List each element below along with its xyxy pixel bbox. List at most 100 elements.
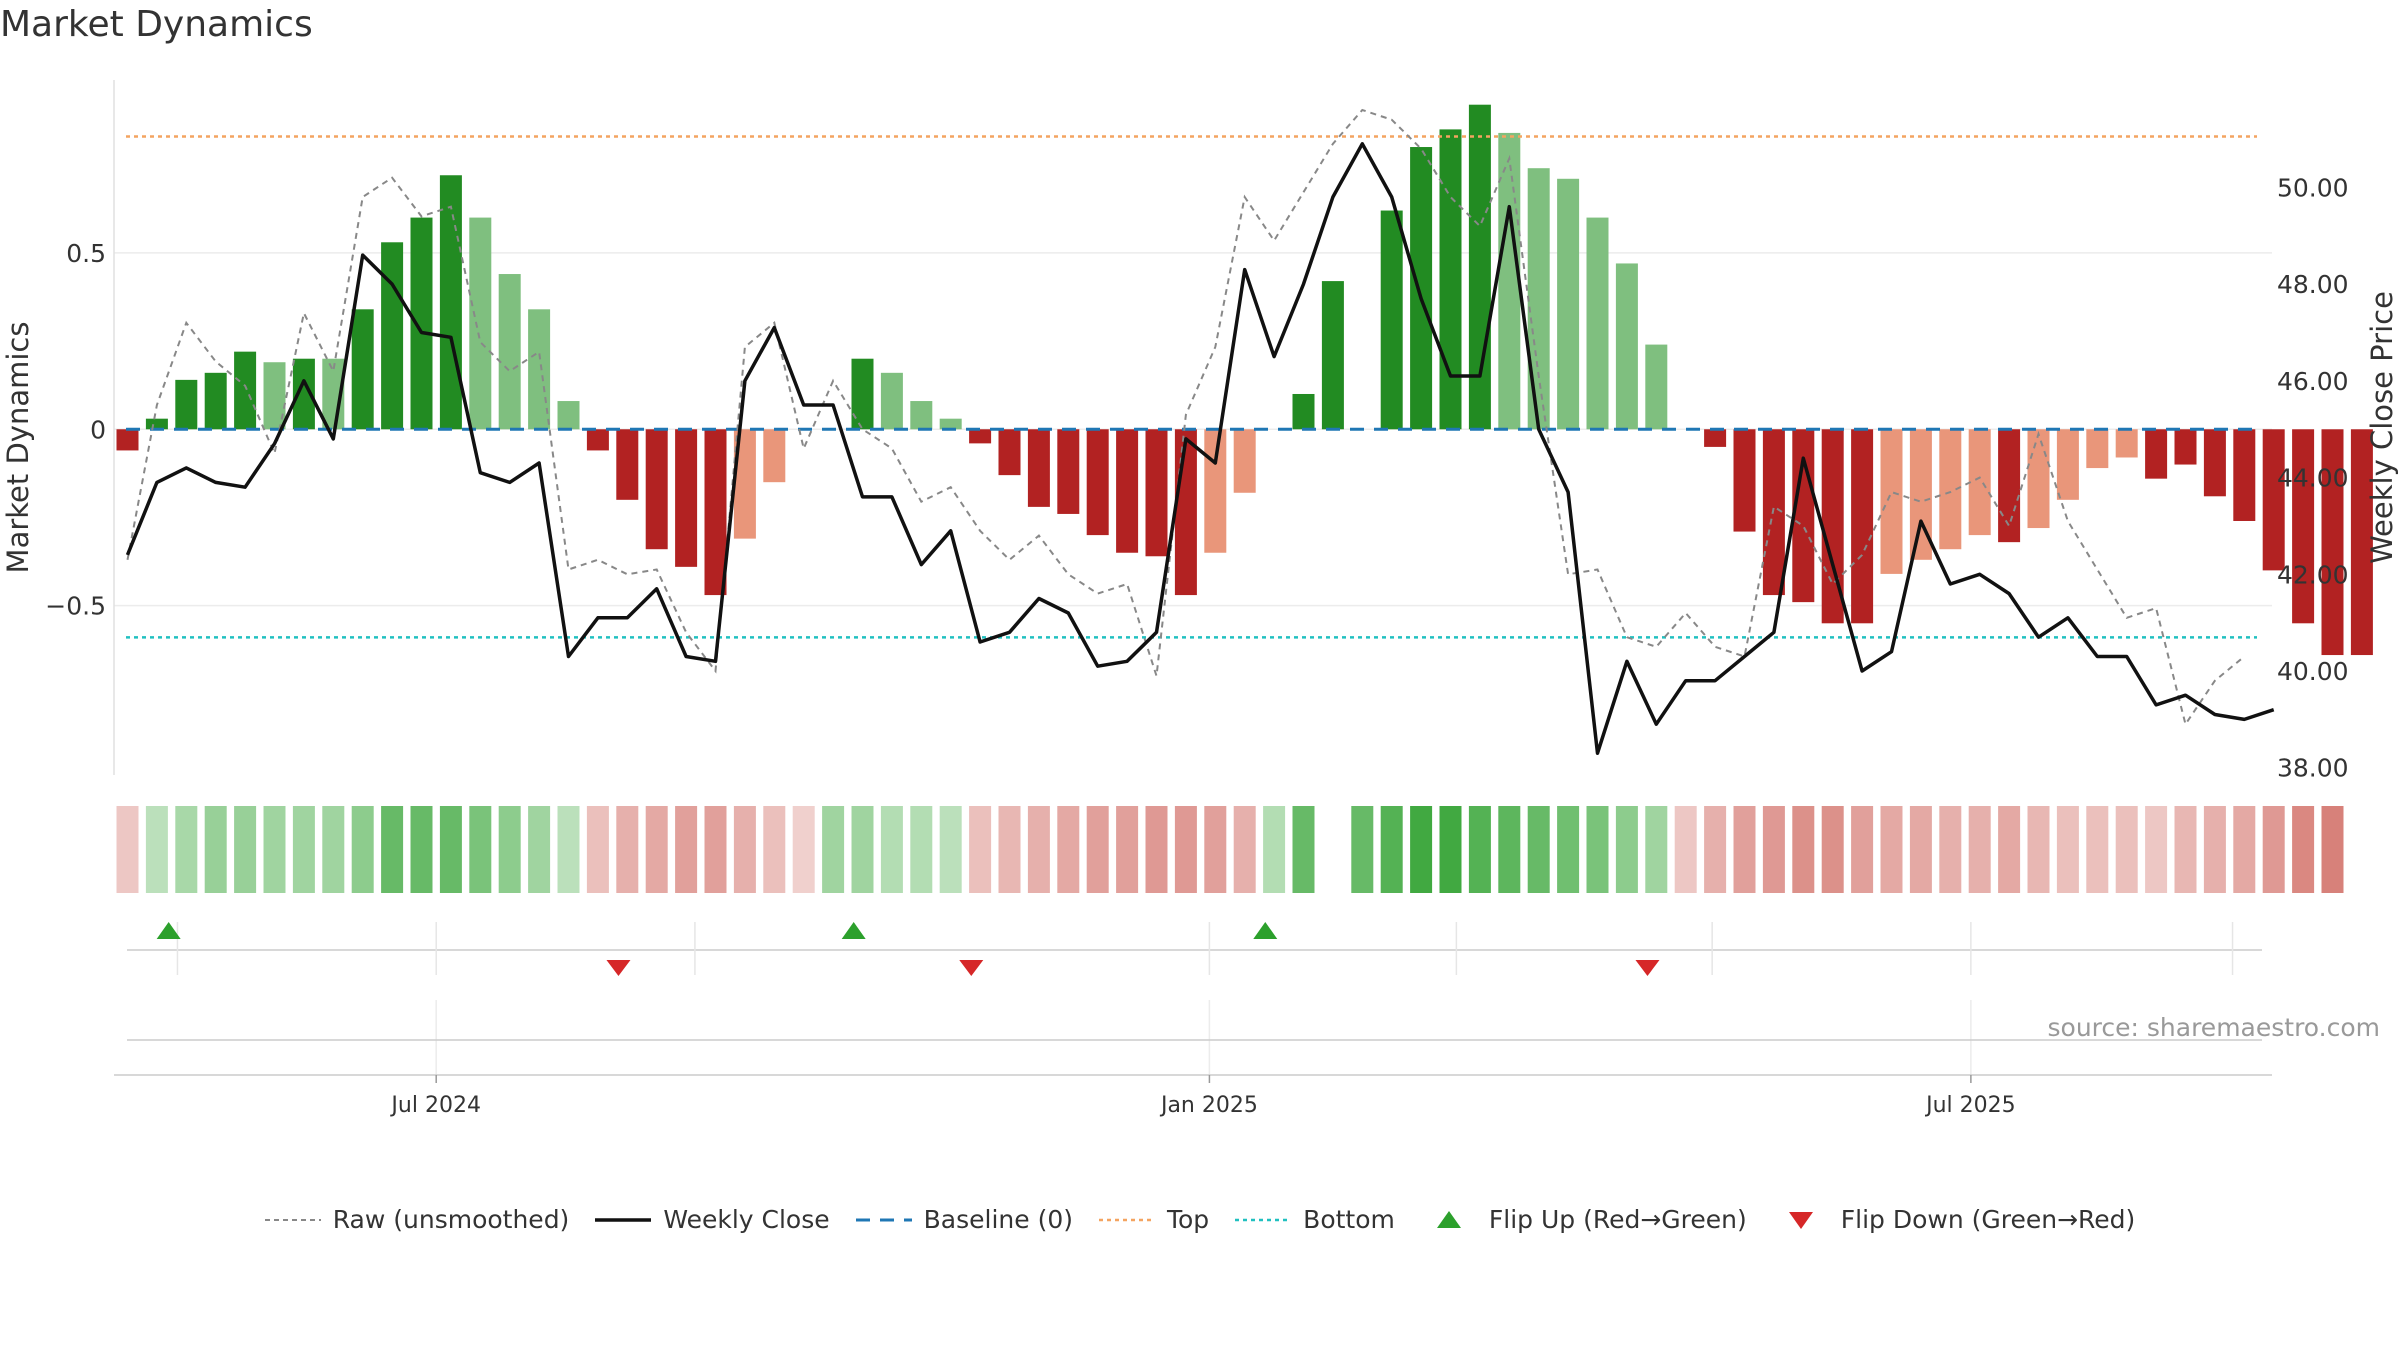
heat-cell (1674, 806, 1697, 893)
heat-cell (322, 806, 345, 893)
flip-down-marker (1635, 960, 1660, 976)
heat-cell (792, 806, 815, 893)
raw-series (126, 108, 2245, 727)
legend-item-baseline: Baseline (0) (855, 1205, 1073, 1234)
legend-label: Weekly Close (663, 1205, 830, 1234)
heat-cell (145, 806, 168, 893)
heat-cell (557, 806, 580, 893)
y2-tick-label: 44.00 (2277, 464, 2349, 493)
heat-cell (1527, 806, 1550, 893)
dynamics-bar (2262, 429, 2285, 571)
dynamics-bar (1615, 263, 1638, 430)
heat-cell (175, 806, 198, 893)
legend-swatch (264, 1218, 321, 1221)
dynamics-bar (1174, 429, 1197, 596)
legend-swatch (1788, 1211, 1813, 1229)
dynamics-bar (733, 429, 756, 539)
y-tick-label: 0.5 (66, 239, 106, 268)
heat-cell (1821, 806, 1844, 893)
dynamics-bar (1086, 429, 1109, 536)
heat-cell (1233, 806, 1256, 893)
heat-cell (1792, 806, 1815, 893)
heat-cell (1380, 806, 1403, 893)
weekly-close-line (125, 142, 2275, 755)
dynamics-bar (292, 358, 315, 430)
heat-cell (586, 806, 609, 893)
dynamics-bar (1057, 429, 1080, 514)
heat-cell (351, 806, 374, 893)
dynamics-bar (2086, 429, 2109, 469)
y2-axis-title: Weekly Close Price (2365, 291, 2399, 564)
dynamics-bar (1116, 429, 1139, 553)
legend-label: Raw (unsmoothed) (332, 1205, 570, 1234)
heat-cell (763, 806, 786, 893)
dynamics-bar (439, 175, 462, 430)
heat-cell (1909, 806, 1932, 893)
heat-cell (1704, 806, 1727, 893)
dynamics-bar (2292, 429, 2315, 624)
flip-down-marker (606, 960, 631, 976)
dynamics-bar (498, 274, 521, 430)
source-label: source: sharemaestro.com (2047, 1013, 2381, 1042)
heat-cell (1263, 806, 1286, 893)
dynamics-bar (469, 217, 492, 430)
y2-tick-label: 38.00 (2277, 754, 2349, 783)
y2-tick-label: 50.00 (2277, 173, 2349, 202)
heat-cell (1468, 806, 1491, 893)
legend-swatch (595, 1217, 652, 1222)
dynamics-bar (1204, 429, 1227, 553)
dynamics-bar (1704, 429, 1727, 447)
heat-cell (2321, 806, 2344, 893)
dynamics-bar (645, 429, 668, 550)
heat-cell (1557, 806, 1580, 893)
grid (114, 252, 2272, 1075)
legend-swatch (1098, 1218, 1155, 1221)
heat-cell (528, 806, 551, 893)
heat-cell (1057, 806, 1080, 893)
flip-markers (156, 922, 1660, 976)
legend-label: Top (1166, 1205, 1210, 1234)
legend: Raw (unsmoothed) Weekly Close Baseline (0)… (0, 1205, 2400, 1234)
dynamics-bar (1851, 429, 1874, 624)
dynamics-bar (1498, 132, 1521, 430)
heat-cell (1116, 806, 1139, 893)
dynamics-bar (1321, 281, 1344, 430)
dynamics-bar (616, 429, 639, 500)
dynamics-bar (1380, 210, 1403, 430)
legend-item-flip-down: Flip Down (Green→Red) (1773, 1205, 2135, 1234)
heat-cell (939, 806, 962, 893)
heat-cell (822, 806, 845, 893)
heat-cell (498, 806, 521, 893)
dynamics-bar (557, 401, 580, 430)
flip-up-marker (1253, 922, 1278, 939)
heat-cell (1145, 806, 1168, 893)
heat-cell (381, 806, 404, 893)
dynamics-bar (998, 429, 1021, 476)
dynamics-bar (586, 429, 609, 451)
dynamics-bar (145, 418, 168, 430)
dynamics-bar (1027, 429, 1050, 507)
heat-cell (1586, 806, 1609, 893)
dynamics-bar (1468, 104, 1491, 430)
legend-swatch (1235, 1218, 1292, 1221)
dynamics-bar (1909, 429, 1932, 560)
heat-cell (1498, 806, 1521, 893)
heat-cell (2027, 806, 2050, 893)
flip-up-marker (841, 922, 866, 939)
heat-cell (263, 806, 286, 893)
dynamics-bar (675, 429, 698, 567)
heat-cell (2086, 806, 2109, 893)
y2-tick-label: 48.00 (2277, 270, 2349, 299)
dynamics-bar (1762, 429, 1785, 596)
heat-cell (2203, 806, 2226, 893)
heat-cell (1998, 806, 2021, 893)
dynamics-bar (969, 429, 992, 444)
heat-cell (2262, 806, 2285, 893)
dynamics-bar (1557, 178, 1580, 430)
heat-cell (880, 806, 903, 893)
dynamics-bar (1292, 393, 1315, 430)
heat-cell (1027, 806, 1050, 893)
heat-cell (204, 806, 227, 893)
heat-cell (1615, 806, 1638, 893)
